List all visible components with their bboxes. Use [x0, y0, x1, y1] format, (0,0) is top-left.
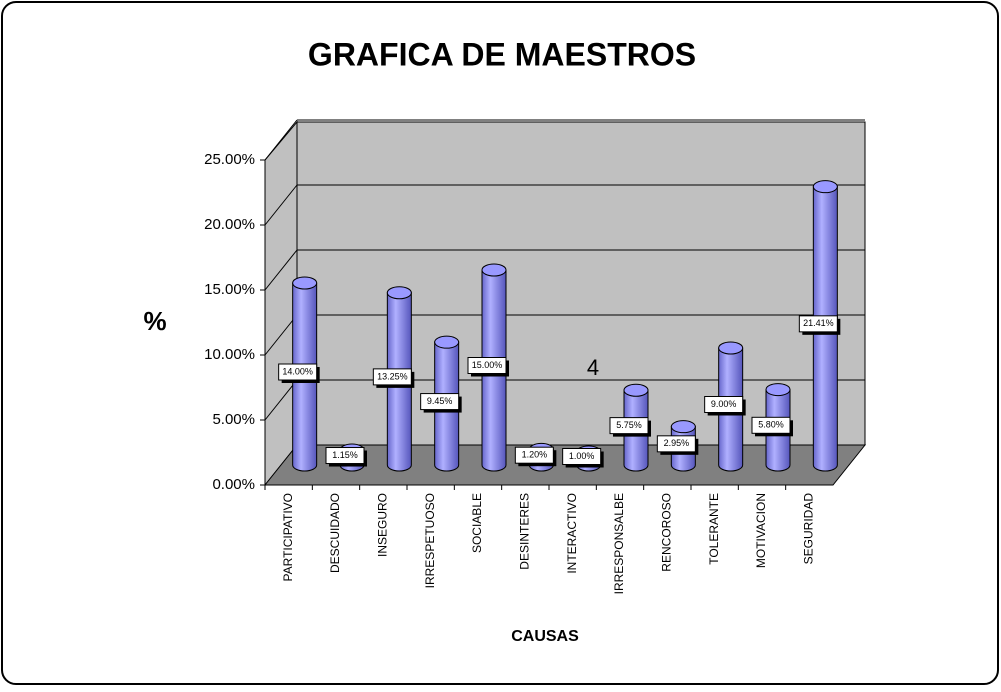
- grid-line: [264, 379, 298, 421]
- data-label: 14.00%: [282, 366, 313, 376]
- label-box: [656, 435, 696, 453]
- x-axis-label: CAUSAS: [511, 628, 579, 645]
- y-tick-label: 20.00%: [204, 216, 255, 233]
- data-label: 9.45%: [427, 396, 453, 406]
- x-tick-label: IRRESPONSALBE: [612, 493, 626, 594]
- bar-top: [292, 276, 318, 290]
- data-label: 9.00%: [711, 399, 737, 409]
- bar-top: [434, 335, 460, 349]
- x-tick-label: SEGURIDAD: [802, 493, 816, 565]
- y-tick-label: 10.00%: [204, 346, 255, 363]
- label-box: [562, 448, 602, 465]
- y-tick-label: 5.00%: [212, 411, 255, 428]
- data-label: 2.95%: [664, 438, 690, 448]
- x-tick-label: SOCIABLE: [470, 493, 484, 553]
- x-tick-label: RENCOROSO: [660, 493, 674, 572]
- y-axis-label: %: [143, 306, 166, 336]
- data-label: 5.80%: [758, 420, 784, 430]
- chart-title: GRAFICA DE MAESTROS: [308, 36, 696, 72]
- bar-top: [481, 263, 507, 277]
- label-box: [798, 315, 838, 333]
- y-tick-label: 0.00%: [212, 476, 255, 493]
- plot: 0.00% 5.00% 10.00% 15.00% 20.00% 25.00% PARTIC…: [204, 119, 865, 594]
- bar-top: [670, 420, 696, 434]
- bar-top: [386, 286, 412, 300]
- x-tick-label: INTERACTIVO: [565, 493, 579, 574]
- data-label: 15.00%: [472, 360, 503, 370]
- data-label: 1.20%: [522, 450, 548, 460]
- x-tick-label: MOTIVACION: [754, 493, 768, 568]
- data-label: 1.00%: [569, 451, 595, 461]
- data-label: 21.41%: [803, 318, 834, 328]
- label-box: [278, 363, 318, 381]
- x-tick-label: PARTICIPATIVO: [281, 493, 295, 581]
- label-box: [514, 446, 554, 464]
- bar-top: [812, 180, 838, 194]
- label-box: [609, 417, 649, 435]
- grid-line: [264, 184, 298, 226]
- y-tick-label: 15.00%: [204, 281, 255, 298]
- x-tick-label: TOLERANTE: [707, 493, 721, 565]
- label-box: [704, 396, 744, 413]
- bar-top: [765, 383, 791, 397]
- x-tick-label: DESINTERES: [518, 493, 532, 570]
- label-box: [372, 368, 412, 386]
- grid-line: [264, 249, 298, 291]
- x-tick-label: IRRESPETUOSO: [423, 493, 437, 588]
- label-box: [325, 447, 365, 465]
- bar-top: [623, 383, 649, 397]
- label-box: [420, 393, 460, 411]
- y-tick-label: 25.00%: [204, 151, 255, 168]
- x-tick-label: INSEGURO: [376, 493, 390, 557]
- grid-line: [264, 119, 298, 161]
- data-label: 5.75%: [616, 420, 642, 430]
- data-label: 13.25%: [377, 371, 408, 381]
- label-box: [467, 357, 507, 374]
- grid-line: [264, 314, 298, 356]
- annotation: 4: [587, 355, 599, 380]
- bar-top: [718, 341, 744, 355]
- data-label: 1.15%: [332, 450, 358, 460]
- label-box: [751, 416, 791, 434]
- x-tick-label: DESCUIDADO: [328, 493, 342, 573]
